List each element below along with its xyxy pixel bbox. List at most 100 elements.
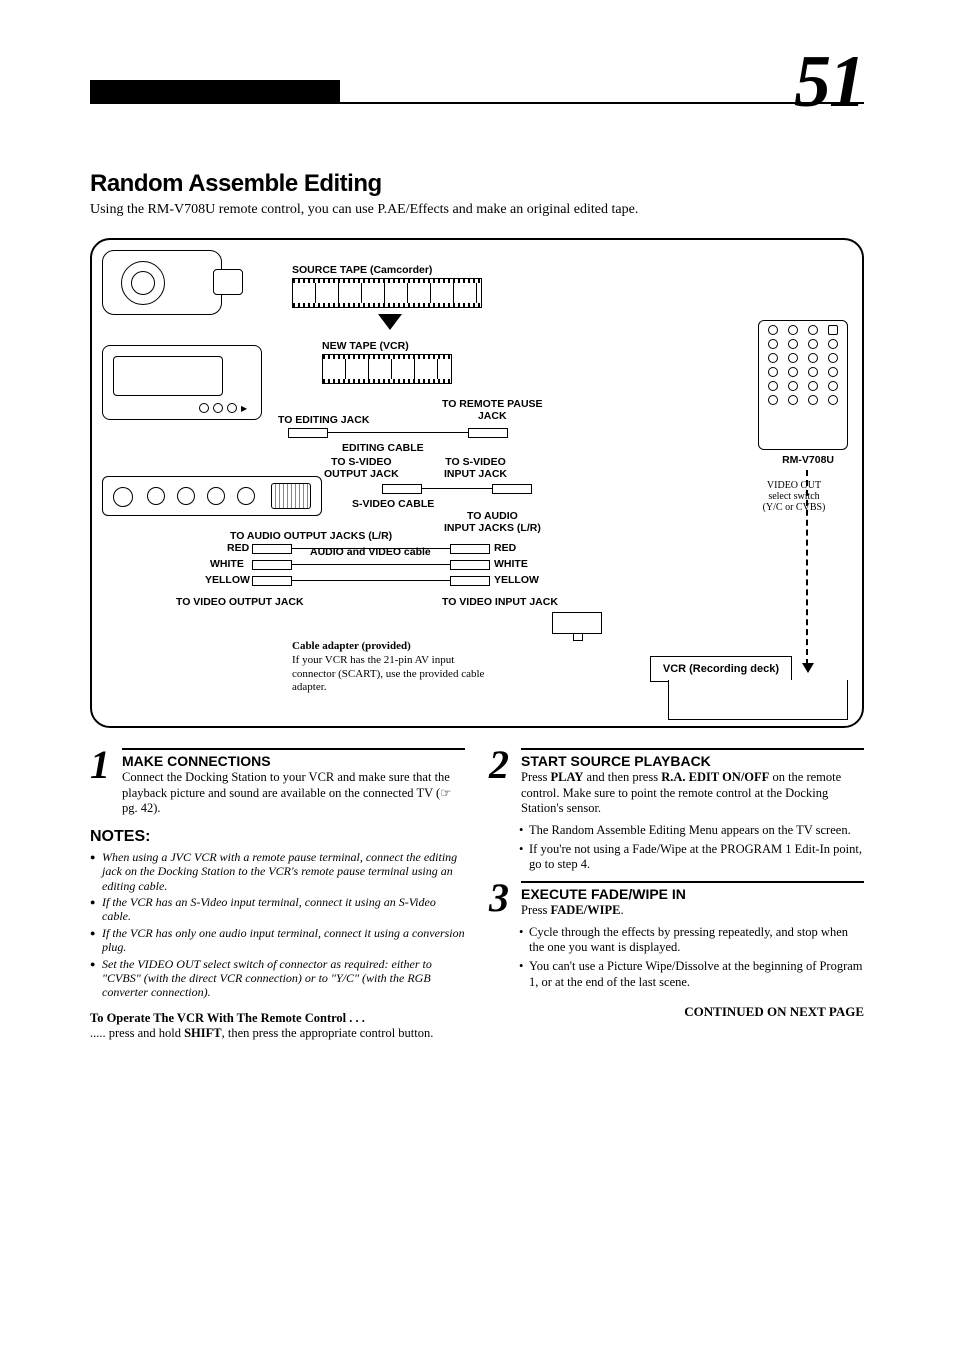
label-svideo-cable: S-VIDEO CABLE: [352, 498, 434, 510]
connector-red-l: [252, 544, 292, 554]
arrow-down-icon: [378, 314, 402, 330]
connector-white-l: [252, 560, 292, 570]
operate-body: ..... press and hold SHIFT, then press t…: [90, 1026, 465, 1042]
label-to-editing-jack: TO EDITING JACK: [278, 414, 369, 426]
step-2-title: START SOURCE PLAYBACK: [521, 752, 864, 770]
intro-text: Using the RM-V708U remote control, you c…: [90, 202, 864, 218]
label-yellow-r: YELLOW: [494, 574, 539, 586]
connector-yellow-l: [252, 576, 292, 586]
label-white-r: WHITE: [494, 558, 528, 570]
line-yellow: [292, 580, 450, 581]
filmstrip-source: [292, 278, 482, 308]
step-2-play: PLAY: [551, 770, 584, 784]
bullet-item: The Random Assemble Editing Menu appears…: [519, 823, 864, 839]
rear-panel-icon: [102, 476, 322, 516]
label-svideo-out: TO S-VIDEO OUTPUT JACK: [324, 456, 399, 480]
label-new-tape: NEW TAPE (VCR): [322, 340, 409, 352]
adapter-title: Cable adapter (provided): [292, 640, 411, 652]
label-red-l: RED: [227, 542, 249, 554]
label-audio-in: TO AUDIO INPUT JACKS (L/R): [444, 510, 541, 534]
step-1-body-pre: Connect the Docking Station to your VCR …: [122, 770, 450, 800]
operate-title: To Operate The VCR With The Remote Contr…: [90, 1010, 465, 1026]
content-columns: 1 MAKE CONNECTIONS Connect the Docking S…: [90, 748, 864, 1042]
bullet-item: You can't use a Picture Wipe/Dissolve at…: [519, 959, 864, 990]
step-2: 2 START SOURCE PLAYBACK Press PLAY and t…: [489, 748, 864, 817]
note-item: When using a JVC VCR with a remote pause…: [90, 850, 465, 893]
bullet-item: Cycle through the effects by pressing re…: [519, 925, 864, 956]
cable-adapter-note: Cable adapter (provided) If your VCR has…: [292, 640, 492, 695]
note-item: If the VCR has an S-Video input terminal…: [90, 895, 465, 924]
step-2-raedit: R.A. EDIT ON/OFF: [661, 770, 769, 784]
label-source-tape: SOURCE TAPE (Camcorder): [292, 264, 432, 276]
connection-diagram: ▶ SOURCE TAPE (Camcorder) NEW TAPE (VCR)…: [90, 238, 864, 728]
step-3-bullets: Cycle through the effects by pressing re…: [489, 925, 864, 991]
left-column: 1 MAKE CONNECTIONS Connect the Docking S…: [90, 748, 465, 1042]
note-item: Set the VIDEO OUT select switch of conne…: [90, 957, 465, 1000]
docking-station-icon: ▶: [102, 345, 262, 420]
step-2-body: Press PLAY and then press R.A. EDIT ON/O…: [521, 770, 864, 817]
line-white: [292, 564, 450, 565]
connector-svideo-l: [382, 484, 422, 494]
cable-adapter-icon: [552, 612, 602, 634]
step-2-bullets: The Random Assemble Editing Menu appears…: [489, 823, 864, 873]
connector-editing-r: [468, 428, 508, 438]
label-editing-cable: EDITING CABLE: [342, 442, 424, 454]
right-column: 2 START SOURCE PLAYBACK Press PLAY and t…: [489, 748, 864, 1042]
connector-yellow-r: [450, 576, 490, 586]
bullet-text: You can't use a Picture Wipe/Dissolve at…: [529, 959, 863, 989]
line-editing: [328, 432, 468, 433]
label-video-out-switch: VIDEO OUT select switch (Y/C or CVBS): [744, 480, 844, 513]
label-remote: RM-V708U: [782, 454, 834, 466]
camcorder-icon: [102, 250, 222, 315]
header-black-bar: [90, 80, 340, 102]
label-remote-pause: TO REMOTE PAUSE JACK: [442, 398, 543, 422]
notes-header: NOTES:: [90, 827, 465, 848]
bullet-text: If you're not using a Fade/Wipe at the P…: [529, 842, 862, 872]
step-2-number: 2: [489, 750, 515, 780]
header-rule: [90, 102, 864, 104]
line-svideo: [422, 488, 492, 489]
reference-icon: ☞: [440, 786, 451, 800]
step-1-body: Connect the Docking Station to your VCR …: [122, 770, 465, 817]
page-header: 51: [90, 60, 864, 160]
label-svideo-in: TO S-VIDEO INPUT JACK: [444, 456, 507, 480]
label-video-in: TO VIDEO INPUT JACK: [442, 596, 558, 608]
connector-editing-l: [288, 428, 328, 438]
label-video-out: TO VIDEO OUTPUT JACK: [176, 596, 304, 608]
step-1-number: 1: [90, 750, 116, 780]
connector-svideo-r: [492, 484, 532, 494]
dashed-arrow-icon: [802, 663, 814, 673]
step-2-a: Press: [521, 770, 551, 784]
step-3: 3 EXECUTE FADE/WIPE IN Press FADE/WIPE.: [489, 881, 864, 919]
vcr-shell-icon: [668, 680, 848, 720]
label-red-r: RED: [494, 542, 516, 554]
dashed-line-remote: [806, 470, 808, 665]
line-red: [292, 548, 450, 549]
bullet-item: If you're not using a Fade/Wipe at the P…: [519, 842, 864, 873]
vcr-label-box: VCR (Recording deck): [650, 656, 792, 682]
continued-label: CONTINUED ON NEXT PAGE: [489, 1004, 864, 1021]
label-audio-out: TO AUDIO OUTPUT JACKS (L/R): [230, 530, 392, 542]
step-2-b: and then press: [583, 770, 661, 784]
adapter-body: If your VCR has the 21-pin AV input conn…: [292, 654, 484, 694]
step-3-a: Press: [521, 903, 551, 917]
notes-list: When using a JVC VCR with a remote pause…: [90, 850, 465, 1000]
filmstrip-new: [322, 354, 452, 384]
step-1: 1 MAKE CONNECTIONS Connect the Docking S…: [90, 748, 465, 817]
step-1-body-post: pg. 42).: [122, 801, 161, 815]
operate-prefix: .....: [90, 1026, 106, 1040]
step-3-fadewipe: FADE/WIPE: [551, 903, 621, 917]
step-3-title: EXECUTE FADE/WIPE IN: [521, 885, 864, 903]
connector-white-r: [450, 560, 490, 570]
step-1-title: MAKE CONNECTIONS: [122, 752, 465, 770]
note-item: If the VCR has only one audio input term…: [90, 926, 465, 955]
bullet-text: The Random Assemble Editing Menu appears…: [529, 823, 851, 837]
operate-pre: press and hold: [106, 1026, 184, 1040]
page-title: Random Assemble Editing: [90, 170, 864, 198]
operate-shift: SHIFT: [184, 1026, 222, 1040]
page-number: 51: [794, 40, 864, 125]
step-3-b: .: [620, 903, 623, 917]
step-3-number: 3: [489, 883, 515, 913]
label-yellow-l: YELLOW: [205, 574, 250, 586]
bullet-text: Cycle through the effects by pressing re…: [529, 925, 848, 955]
